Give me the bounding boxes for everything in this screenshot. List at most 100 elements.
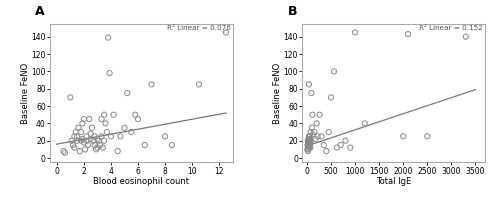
Point <box>123 91 131 95</box>
Point <box>81 148 89 151</box>
Point <box>308 113 316 116</box>
Point <box>98 135 106 138</box>
Point <box>333 146 341 149</box>
Point <box>320 143 328 147</box>
Point <box>304 146 312 149</box>
Point <box>98 117 106 121</box>
Point <box>304 141 312 144</box>
Point <box>306 146 314 149</box>
Point <box>77 139 85 142</box>
Point <box>306 130 314 134</box>
Point <box>346 146 354 149</box>
Point <box>66 96 74 99</box>
Point <box>304 148 312 151</box>
Point <box>86 117 94 121</box>
Point <box>84 143 92 147</box>
Point <box>304 139 312 142</box>
Point <box>80 141 88 144</box>
Point <box>318 135 326 138</box>
Point <box>342 139 349 142</box>
Point <box>110 113 118 116</box>
Point <box>132 113 140 116</box>
Point <box>305 83 313 86</box>
Point <box>76 149 84 153</box>
Point <box>86 137 94 141</box>
Point <box>86 132 94 135</box>
Point <box>161 135 169 138</box>
Point <box>77 130 85 134</box>
Point <box>305 139 313 142</box>
Point <box>304 143 312 147</box>
Point <box>103 130 111 134</box>
Point <box>222 31 230 34</box>
Point <box>307 139 315 142</box>
Point <box>73 135 81 138</box>
Point <box>141 143 149 147</box>
Point <box>304 148 312 151</box>
Point <box>309 133 317 136</box>
Point <box>322 149 330 153</box>
Point <box>305 135 313 138</box>
Point <box>168 143 176 147</box>
Text: B: B <box>288 5 297 18</box>
Point <box>195 83 203 86</box>
Point <box>99 146 107 149</box>
Point <box>308 126 316 129</box>
Point <box>134 117 142 121</box>
Point <box>306 145 314 148</box>
Point <box>70 135 78 138</box>
Point <box>304 143 312 147</box>
Point <box>106 71 114 75</box>
Point <box>100 139 108 142</box>
Point <box>107 135 115 138</box>
Point <box>100 113 108 116</box>
Point <box>94 137 102 141</box>
Point <box>94 139 102 142</box>
Point <box>114 149 122 153</box>
Point <box>120 126 128 129</box>
Point <box>306 135 314 138</box>
Point <box>80 117 88 121</box>
Point <box>314 135 322 138</box>
Point <box>404 32 412 36</box>
Point <box>104 36 112 39</box>
Point <box>94 146 102 149</box>
Y-axis label: Baseline FeNO: Baseline FeNO <box>21 62 30 124</box>
Text: R² Linear = 0.076: R² Linear = 0.076 <box>167 25 231 31</box>
Point <box>312 137 320 141</box>
Point <box>82 139 90 142</box>
Point <box>351 31 359 34</box>
Text: R² Linear = 0.152: R² Linear = 0.152 <box>420 25 483 31</box>
Point <box>148 83 156 86</box>
Point <box>306 137 314 141</box>
Point <box>306 144 314 148</box>
Point <box>305 143 313 147</box>
Point <box>127 130 135 134</box>
Point <box>304 137 312 141</box>
Point <box>90 143 98 147</box>
Point <box>82 135 90 138</box>
Point <box>90 139 98 142</box>
Point <box>327 96 335 99</box>
Point <box>92 148 100 151</box>
Text: A: A <box>36 5 45 18</box>
Point <box>304 143 312 147</box>
Point <box>69 143 77 147</box>
Point <box>74 126 82 129</box>
Point <box>78 137 86 141</box>
Point <box>306 139 314 142</box>
Point <box>88 126 96 129</box>
Point <box>324 130 332 134</box>
Point <box>90 135 98 138</box>
X-axis label: Total IgE: Total IgE <box>376 177 411 186</box>
Point <box>308 91 316 95</box>
Point <box>96 143 104 147</box>
Y-axis label: Baseline FeNO: Baseline FeNO <box>273 62 282 124</box>
Point <box>72 130 80 134</box>
X-axis label: Blood eosinophil count: Blood eosinophil count <box>94 177 190 186</box>
Point <box>304 149 312 153</box>
Point <box>312 122 320 125</box>
Point <box>306 141 314 144</box>
Point <box>310 130 318 134</box>
Point <box>70 146 78 149</box>
